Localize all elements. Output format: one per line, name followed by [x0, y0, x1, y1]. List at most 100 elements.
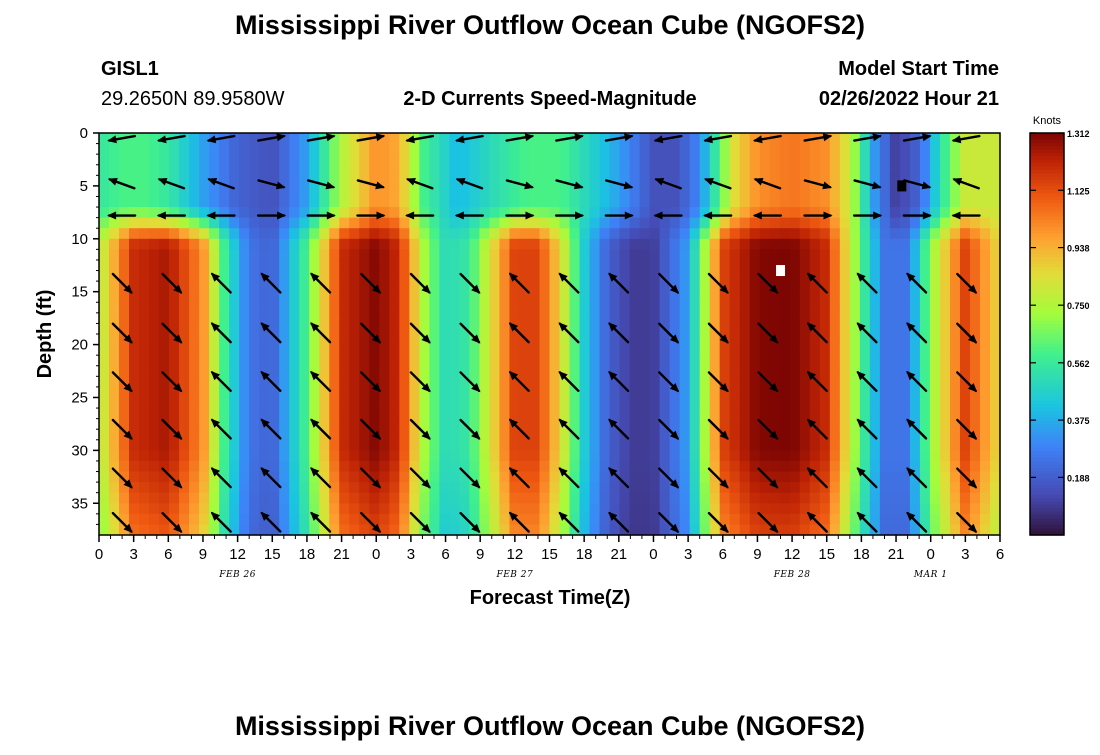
heatmap-cell [769, 228, 781, 240]
heatmap-cell [939, 175, 951, 187]
heatmap-cell [329, 196, 340, 208]
heatmap-cell [809, 355, 821, 367]
y-tick-label: 25 [71, 389, 88, 406]
heatmap-cell [919, 270, 931, 282]
heatmap-cell [619, 482, 631, 494]
heatmap-cell [739, 133, 751, 145]
heatmap-cell [619, 365, 631, 377]
colorbar-segment [1030, 337, 1064, 342]
heatmap-cell [879, 365, 891, 377]
heatmap-cell [939, 143, 951, 155]
heatmap-cell [629, 249, 641, 261]
heatmap-cell [399, 323, 410, 335]
heatmap-cell [399, 344, 410, 356]
heatmap-cell [379, 312, 390, 325]
heatmap-cell [629, 376, 641, 388]
vector-arrowhead [376, 211, 386, 220]
heatmap-cell [839, 482, 851, 494]
heatmap-cell [549, 355, 561, 367]
heatmap-cell [229, 312, 240, 325]
heatmap-cell [539, 365, 551, 377]
heatmap-cell [319, 386, 330, 399]
heatmap-cell [469, 503, 481, 515]
heatmap-cell [989, 397, 1001, 409]
heatmap-cell [489, 344, 501, 356]
heatmap-cell [739, 450, 751, 462]
y-tick-label: 20 [71, 337, 88, 354]
heatmap-cell [159, 196, 170, 208]
y-tick-label: 0 [80, 125, 88, 142]
heatmap-cell [949, 513, 961, 526]
colorbar-segment [1030, 213, 1064, 218]
heatmap-cell [209, 397, 220, 409]
heatmap-cell [459, 154, 471, 166]
heatmap-cell [669, 259, 681, 272]
heatmap-cell [799, 143, 811, 155]
heatmap-cell [169, 376, 180, 388]
heatmap-cell [509, 281, 521, 293]
heatmap-cell [739, 154, 751, 166]
heatmap-cell [699, 175, 711, 187]
heatmap-cell [579, 238, 591, 250]
heatmap-cell [299, 164, 310, 176]
heatmap-cell [939, 196, 951, 208]
heatmap-cell [419, 217, 430, 229]
vector-arrowhead [421, 284, 431, 294]
heatmap-cell [749, 439, 761, 451]
heatmap-cell [779, 418, 791, 430]
heatmap-cell [629, 291, 641, 303]
heatmap-cell [539, 217, 551, 229]
heatmap-cell [789, 471, 801, 483]
heatmap-cell [689, 270, 701, 282]
heatmap-cell [599, 524, 611, 536]
heatmap-cell [289, 460, 300, 473]
vector-arrowhead [207, 178, 218, 186]
heatmap-cell [619, 196, 631, 208]
heatmap-cell [529, 270, 541, 282]
heatmap-cell [839, 133, 851, 145]
heatmap-cell [439, 503, 450, 515]
heatmap-cell [949, 482, 961, 494]
heatmap-cell [519, 418, 531, 430]
heatmap-cell [749, 450, 761, 462]
heatmap-cell [419, 344, 430, 356]
heatmap-cell [139, 238, 150, 250]
heatmap-cell [499, 164, 511, 176]
heatmap-cell [469, 217, 481, 229]
heatmap-cell [179, 450, 190, 462]
heatmap-cell [819, 376, 831, 388]
heatmap-cell [709, 429, 721, 441]
heatmap-cell [289, 386, 300, 399]
heatmap-cell [839, 429, 851, 441]
heatmap-cell [519, 524, 531, 536]
heatmap-cell [159, 143, 170, 155]
heatmap-cell [489, 397, 501, 409]
heatmap-cell [229, 143, 240, 155]
heatmap-cell [939, 185, 951, 198]
heatmap-cell [669, 291, 681, 303]
heatmap-cell [989, 249, 1001, 261]
heatmap-cell [779, 492, 791, 504]
heatmap-cell [869, 249, 881, 261]
heatmap-cell [949, 334, 961, 346]
heatmap-cell [509, 524, 521, 536]
heatmap-cell [529, 312, 541, 325]
y-tick-label: 5 [80, 178, 88, 195]
heatmap-cell [989, 185, 1001, 198]
heatmap-cell [609, 312, 621, 325]
heatmap-cell [309, 355, 320, 367]
heatmap-cell [209, 217, 220, 229]
heatmap-cell [189, 154, 200, 166]
heatmap-cell [829, 365, 841, 377]
heatmap-cell [309, 503, 320, 515]
heatmap-cell [549, 408, 561, 420]
heatmap-cell [479, 471, 491, 483]
heatmap-cell [649, 418, 661, 430]
vector-arrowhead [471, 479, 481, 489]
heatmap-cell [389, 460, 400, 473]
vector-arrowhead [856, 467, 866, 477]
heatmap-cell [399, 439, 410, 451]
heatmap-cell [629, 492, 641, 504]
heatmap-cell [219, 291, 230, 303]
heatmap-cell [569, 133, 581, 145]
